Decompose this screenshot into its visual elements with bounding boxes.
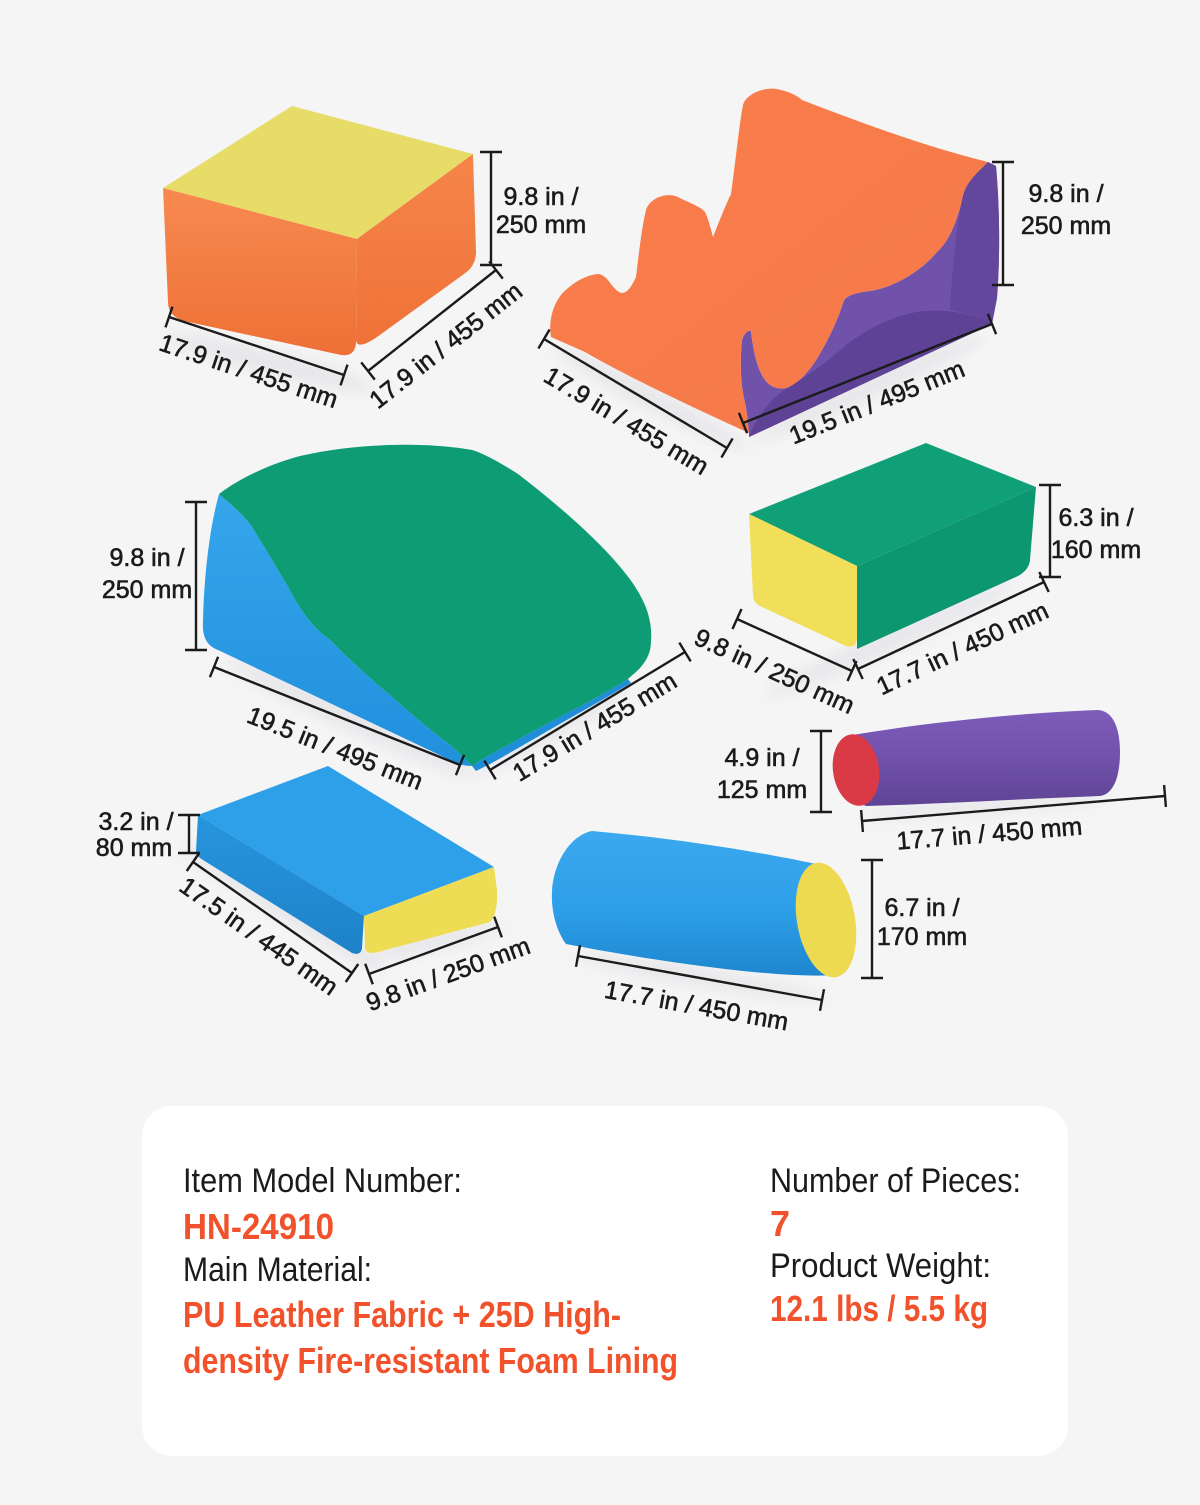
svg-text:250 mm: 250 mm (496, 211, 586, 239)
svg-text:80 mm: 80 mm (96, 834, 172, 862)
svg-text:4.9 in /: 4.9 in / (724, 744, 799, 772)
svg-text:6.3 in /: 6.3 in / (1058, 504, 1133, 532)
svg-text:9.8 in /: 9.8 in / (109, 544, 184, 572)
svg-text:160 mm: 160 mm (1051, 536, 1141, 564)
svg-text:Main Material:: Main Material: (183, 1251, 372, 1289)
svg-text:Product Weight:: Product Weight: (770, 1247, 991, 1285)
svg-text:17.7 in / 450 mm: 17.7 in / 450 mm (895, 812, 1083, 855)
svg-text:7: 7 (770, 1203, 790, 1244)
svg-text:Item Model Number:: Item Model Number: (183, 1162, 462, 1200)
svg-text:HN-24910: HN-24910 (183, 1206, 334, 1247)
svg-text:12.1 lbs / 5.5 kg: 12.1 lbs / 5.5 kg (770, 1288, 988, 1329)
svg-text:9.8 in /: 9.8 in / (1028, 180, 1103, 208)
svg-text:250 mm: 250 mm (102, 576, 192, 604)
svg-text:170 mm: 170 mm (877, 923, 967, 951)
svg-text:6.7 in /: 6.7 in / (884, 894, 959, 922)
svg-text:9.8 in /: 9.8 in / (503, 183, 578, 211)
svg-text:125 mm: 125 mm (717, 776, 807, 804)
svg-text:Number of Pieces:: Number of Pieces: (770, 1162, 1021, 1200)
svg-text:PU Leather Fabric + 25D High-: PU Leather Fabric + 25D High- (183, 1294, 621, 1335)
svg-text:3.2 in /: 3.2 in / (98, 808, 173, 836)
svg-text:250 mm: 250 mm (1021, 212, 1111, 240)
svg-text:density Fire-resistant Foam Li: density Fire-resistant Foam Lining (183, 1340, 678, 1381)
